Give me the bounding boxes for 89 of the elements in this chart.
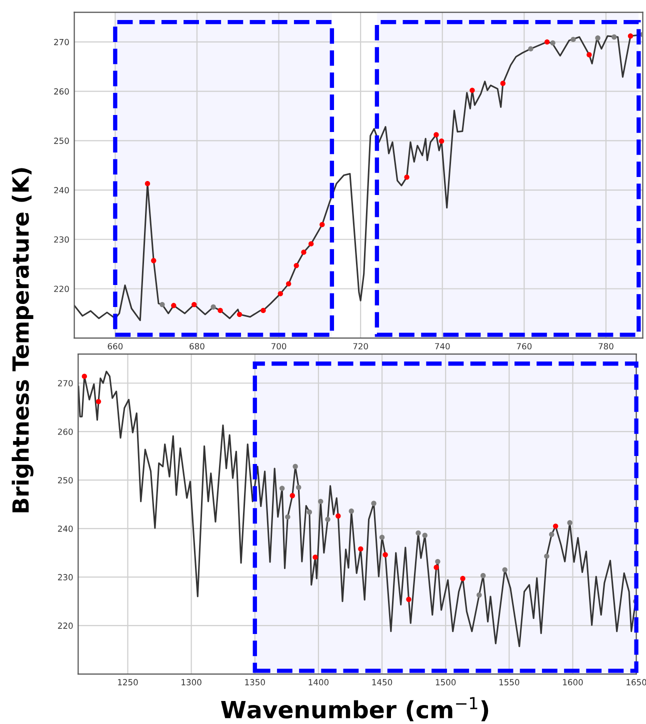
- point: [348, 508, 354, 514]
- x-tick-label: 1500: [436, 679, 456, 686]
- x-tick-label: 700: [272, 343, 286, 350]
- x-tick-label: 1300: [182, 679, 202, 686]
- y-tick-label: 220: [54, 286, 69, 292]
- x-tick-label: 1250: [118, 679, 138, 686]
- point: [552, 524, 558, 529]
- line-series: [78, 370, 636, 648]
- point: [528, 46, 534, 52]
- y-tick-label: 220: [58, 622, 73, 629]
- point: [470, 88, 475, 93]
- point: [336, 513, 341, 519]
- point: [595, 35, 600, 41]
- x-tick-label: 1400: [308, 679, 329, 686]
- point: [96, 398, 102, 404]
- point: [171, 302, 176, 308]
- point: [160, 302, 165, 308]
- point: [192, 302, 197, 308]
- point: [292, 464, 298, 470]
- x-tick-label: 1600: [563, 679, 583, 686]
- y-tick-label: 250: [58, 477, 73, 484]
- x-tick-label: 1550: [499, 679, 520, 686]
- y-tick-label: 230: [58, 574, 73, 580]
- point: [502, 567, 508, 572]
- point: [476, 592, 482, 598]
- point: [294, 262, 299, 268]
- point: [236, 312, 242, 318]
- point: [404, 174, 410, 180]
- point: [382, 552, 388, 558]
- point: [285, 514, 290, 520]
- point: [210, 304, 216, 310]
- point: [438, 138, 444, 144]
- y-tick-label: 230: [54, 236, 69, 243]
- point: [286, 281, 292, 286]
- y-tick-label: 240: [58, 526, 73, 532]
- point: [358, 546, 364, 552]
- point: [544, 554, 550, 559]
- x-tick-label: 720: [353, 343, 368, 350]
- point: [460, 576, 466, 582]
- x-axis-title: Wavenumber (cm$^{−1}$): [221, 697, 488, 722]
- point: [296, 484, 302, 490]
- y-tick-label: 270: [54, 38, 69, 46]
- point: [628, 33, 634, 39]
- point: [151, 258, 156, 264]
- point: [218, 308, 223, 314]
- x-tick-label: 1650: [626, 679, 646, 686]
- point: [312, 554, 318, 560]
- point: [280, 486, 285, 491]
- point: [586, 52, 592, 58]
- x-tick-label: 780: [598, 343, 614, 350]
- point: [306, 510, 312, 515]
- point: [301, 250, 306, 255]
- point: [260, 308, 266, 314]
- x-tick-label: 1350: [245, 679, 265, 686]
- x-tick-label: 680: [190, 343, 204, 350]
- y-tick-label: 260: [54, 88, 69, 95]
- y-tick-label: 260: [58, 428, 73, 435]
- x-tick-label: 740: [435, 343, 450, 350]
- x-tick-label: 760: [516, 343, 532, 350]
- y-tick-label: 240: [54, 187, 69, 194]
- point: [570, 36, 576, 42]
- point: [320, 222, 325, 228]
- point: [308, 241, 314, 246]
- point: [422, 532, 428, 538]
- point: [435, 558, 440, 564]
- point: [318, 498, 324, 504]
- y-tick-label: 270: [58, 380, 73, 386]
- point: [567, 520, 572, 526]
- point: [549, 532, 554, 538]
- point: [550, 40, 556, 46]
- point: [434, 132, 439, 138]
- y-axis-title: Brightness Temperature (K): [12, 168, 34, 512]
- point: [82, 374, 87, 379]
- point: [480, 573, 486, 578]
- point: [379, 534, 385, 540]
- point: [144, 181, 150, 186]
- point: [434, 564, 439, 570]
- point: [371, 500, 376, 506]
- point: [612, 34, 617, 40]
- y-tick-label: 250: [54, 138, 69, 144]
- point: [406, 596, 412, 602]
- x-tick-label: 1450: [372, 679, 392, 686]
- point: [416, 530, 421, 536]
- point: [278, 291, 284, 296]
- point: [325, 516, 330, 522]
- point: [290, 493, 295, 498]
- x-tick-label: 660: [108, 343, 123, 350]
- point: [544, 39, 550, 45]
- point: [500, 80, 506, 86]
